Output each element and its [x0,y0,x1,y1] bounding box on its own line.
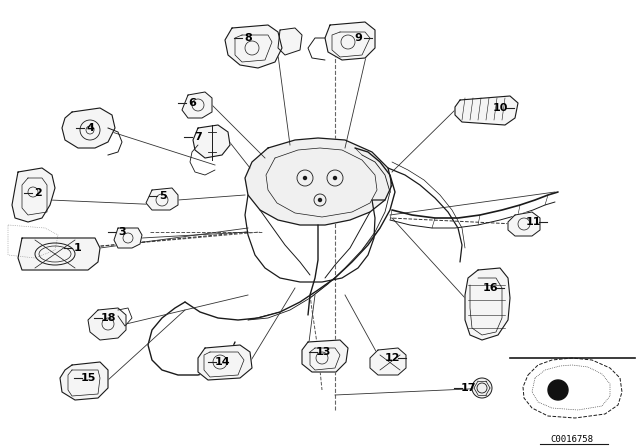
Polygon shape [455,96,518,125]
Polygon shape [370,348,406,375]
Text: 10: 10 [492,103,508,113]
Circle shape [548,380,568,400]
Polygon shape [60,362,108,400]
Polygon shape [225,25,282,68]
Polygon shape [146,188,178,210]
Circle shape [303,177,307,180]
Polygon shape [62,108,115,148]
Text: 13: 13 [316,347,331,357]
Circle shape [319,198,321,202]
Text: 12: 12 [384,353,400,363]
Polygon shape [182,92,212,118]
Circle shape [333,177,337,180]
Text: 3: 3 [118,227,126,237]
Text: 15: 15 [80,373,96,383]
Text: 9: 9 [354,33,362,43]
Circle shape [477,383,487,393]
Text: 8: 8 [244,33,252,43]
Polygon shape [245,138,392,225]
Text: 14: 14 [214,357,230,367]
Text: 17: 17 [460,383,476,393]
Polygon shape [508,212,540,236]
Polygon shape [198,345,252,380]
Text: C0016758: C0016758 [550,435,593,444]
Text: 7: 7 [194,132,202,142]
Polygon shape [18,238,100,270]
Text: 5: 5 [159,191,167,201]
Text: 6: 6 [188,98,196,108]
Polygon shape [278,28,302,55]
Polygon shape [325,22,375,60]
Text: 18: 18 [100,313,116,323]
Polygon shape [88,308,126,340]
Polygon shape [12,168,55,222]
Polygon shape [302,340,348,372]
Polygon shape [465,268,510,340]
Polygon shape [193,125,230,158]
Polygon shape [114,228,142,248]
Text: 16: 16 [482,283,498,293]
Circle shape [472,378,492,398]
Text: 4: 4 [86,123,94,133]
Text: 1: 1 [74,243,82,253]
Text: 11: 11 [525,217,541,227]
Text: 2: 2 [34,188,42,198]
